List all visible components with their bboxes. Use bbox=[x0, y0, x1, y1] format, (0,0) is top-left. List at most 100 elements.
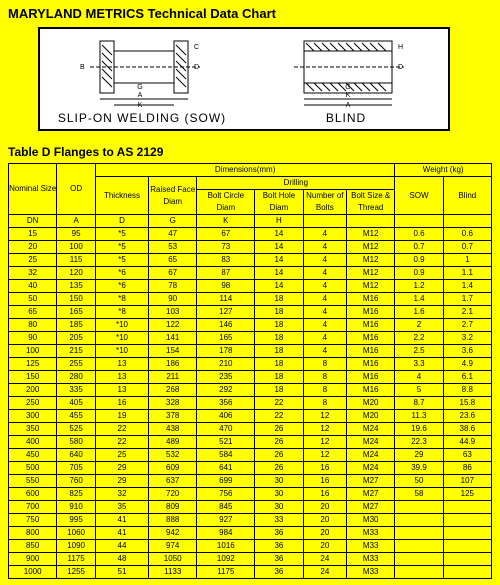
table-cell: M12 bbox=[347, 228, 395, 241]
table-cell: 16 bbox=[95, 397, 148, 410]
svg-text:K: K bbox=[346, 92, 351, 99]
table-cell: 18 bbox=[255, 384, 303, 397]
table-cell: 32 bbox=[9, 267, 57, 280]
table-cell: 211 bbox=[149, 371, 197, 384]
table-cell: 30 bbox=[255, 501, 303, 514]
table-cell: 98 bbox=[197, 280, 255, 293]
table-cell: 1016 bbox=[197, 540, 255, 553]
svg-text:D: D bbox=[194, 64, 199, 71]
table-cell: 0.6 bbox=[443, 228, 491, 241]
table-row: 350525224384702612M2419.638.6 bbox=[9, 423, 492, 436]
table-cell: 255 bbox=[57, 358, 96, 371]
hdr-dimensions: Dimensions(mm) bbox=[95, 164, 394, 177]
table-row: 25115*56583144M120.91 bbox=[9, 254, 492, 267]
table-cell: 30 bbox=[255, 475, 303, 488]
table-cell: 15 bbox=[9, 228, 57, 241]
table-cell: 1000 bbox=[9, 566, 57, 579]
table-cell: 700 bbox=[9, 501, 57, 514]
table-cell: 127 bbox=[197, 306, 255, 319]
table-cell: 36 bbox=[255, 527, 303, 540]
table-cell: M12 bbox=[347, 280, 395, 293]
table-cell: 14 bbox=[255, 254, 303, 267]
table-cell: 80 bbox=[9, 319, 57, 332]
hdr-od: OD bbox=[57, 164, 96, 215]
sow-flange-icon: A B C D G K bbox=[40, 29, 244, 109]
table-cell: 24 bbox=[303, 566, 346, 579]
table-body: 1595*54767144M120.60.620100*55373144M120… bbox=[9, 228, 492, 579]
table-cell: 8 bbox=[303, 371, 346, 384]
table-row: 65165*8103127184M161.62.1 bbox=[9, 306, 492, 319]
hdr-num-bolts: Number of Bolts bbox=[303, 190, 346, 215]
table-cell: 44 bbox=[95, 540, 148, 553]
svg-text:K: K bbox=[138, 102, 143, 109]
table-cell: 1.4 bbox=[395, 293, 443, 306]
table-cell: 4 bbox=[303, 332, 346, 345]
table-cell: 1.4 bbox=[443, 280, 491, 293]
hdr-blank1 bbox=[303, 215, 346, 228]
table-cell: 150 bbox=[9, 371, 57, 384]
table-cell: 22 bbox=[95, 423, 148, 436]
table-cell: 50 bbox=[9, 293, 57, 306]
table-cell: *10 bbox=[95, 345, 148, 358]
table-cell: M20 bbox=[347, 397, 395, 410]
table-cell: *8 bbox=[95, 293, 148, 306]
table-head: Nominal Size OD Dimensions(mm) Weight (k… bbox=[9, 164, 492, 228]
table-cell: 32 bbox=[95, 488, 148, 501]
table-cell: 90 bbox=[9, 332, 57, 345]
table-cell: 12 bbox=[303, 423, 346, 436]
table-cell: 532 bbox=[149, 449, 197, 462]
table-cell bbox=[443, 514, 491, 527]
table-cell: 584 bbox=[197, 449, 255, 462]
table-cell: *5 bbox=[95, 254, 148, 267]
table-cell: 250 bbox=[9, 397, 57, 410]
table-cell: 984 bbox=[197, 527, 255, 540]
table-cell: 809 bbox=[149, 501, 197, 514]
table-cell: 51 bbox=[95, 566, 148, 579]
table-cell: 8.8 bbox=[443, 384, 491, 397]
table-cell: 30 bbox=[255, 488, 303, 501]
table-cell: 450 bbox=[9, 449, 57, 462]
table-cell: M16 bbox=[347, 319, 395, 332]
hdr-k: K bbox=[197, 215, 255, 228]
table-cell: 20 bbox=[303, 501, 346, 514]
table-cell: 580 bbox=[57, 436, 96, 449]
table-cell bbox=[443, 540, 491, 553]
svg-text:G: G bbox=[345, 84, 350, 91]
table-cell: *5 bbox=[95, 241, 148, 254]
table-cell: 4 bbox=[303, 254, 346, 267]
table-cell: 210 bbox=[197, 358, 255, 371]
table-row: 25040516328356228M208.715.8 bbox=[9, 397, 492, 410]
hdr-dn: DN bbox=[9, 215, 57, 228]
table-cell: 24 bbox=[303, 553, 346, 566]
diagram-left-caption: SLIP-ON WELDING (SOW) bbox=[40, 111, 244, 125]
diagram-left: A B C D G K SLIP-ON WELDING (SOW) bbox=[40, 29, 244, 129]
table-row: 40135*67898144M121.21.4 bbox=[9, 280, 492, 293]
table-row: 700910358098453020M27 bbox=[9, 501, 492, 514]
table-cell: 18 bbox=[255, 358, 303, 371]
table-cell: 280 bbox=[57, 371, 96, 384]
table-cell: 12 bbox=[303, 449, 346, 462]
table-cell: 2.5 bbox=[395, 345, 443, 358]
table-cell: 58 bbox=[395, 488, 443, 501]
table-cell: M24 bbox=[347, 449, 395, 462]
table-cell: 135 bbox=[57, 280, 96, 293]
table-cell: 120 bbox=[57, 267, 96, 280]
table-cell: 4.9 bbox=[443, 358, 491, 371]
table-cell: 63 bbox=[443, 449, 491, 462]
table-cell: 100 bbox=[57, 241, 96, 254]
table-cell: 4 bbox=[303, 293, 346, 306]
page: MARYLAND METRICS Technical Data Chart bbox=[0, 0, 500, 585]
table-row: 20033513268292188M1658.8 bbox=[9, 384, 492, 397]
table-cell: M16 bbox=[347, 345, 395, 358]
table-cell: 41 bbox=[95, 527, 148, 540]
table-cell: 1050 bbox=[149, 553, 197, 566]
table-row: 15028013211235188M1646.1 bbox=[9, 371, 492, 384]
table-cell: 200 bbox=[9, 384, 57, 397]
table-cell: 1.1 bbox=[443, 267, 491, 280]
table-cell: 489 bbox=[149, 436, 197, 449]
table-cell: M12 bbox=[347, 254, 395, 267]
table-cell: 0.7 bbox=[443, 241, 491, 254]
table-cell: 995 bbox=[57, 514, 96, 527]
table-cell: 640 bbox=[57, 449, 96, 462]
table-cell: 83 bbox=[197, 254, 255, 267]
